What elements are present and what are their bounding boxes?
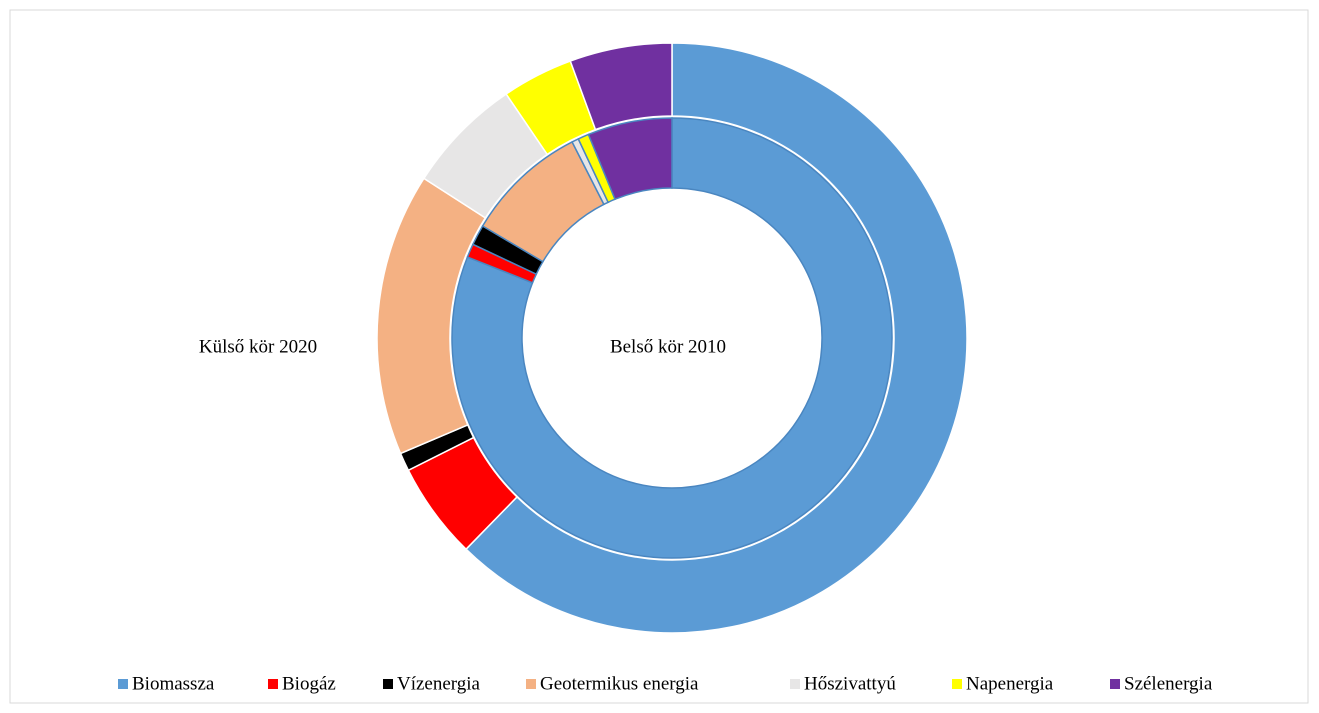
legend-marker	[790, 679, 800, 689]
donut-slice	[464, 42, 968, 634]
legend-label: Biomassza	[132, 673, 215, 694]
legend-label: Hőszivattyú	[804, 673, 896, 694]
inner-ring-label: Belső kör 2010	[610, 336, 726, 357]
donut-slice	[587, 117, 673, 201]
legend-marker	[952, 679, 962, 689]
donut-slice	[451, 117, 893, 559]
legend-marker	[268, 679, 278, 689]
donut-slice	[569, 42, 673, 131]
outer-ring-label: Külső kör 2020	[199, 336, 317, 357]
legend-marker	[526, 679, 536, 689]
legend-marker	[118, 679, 128, 689]
legend-marker	[383, 679, 393, 689]
legend-label: Vízenergia	[397, 673, 481, 694]
legend-label: Szélenergia	[1124, 673, 1213, 694]
legend-marker	[1110, 679, 1120, 689]
legend-label: Biogáz	[282, 673, 336, 694]
legend-label: Geotermikus energia	[540, 673, 699, 694]
legend-label: Napenergia	[966, 673, 1054, 694]
